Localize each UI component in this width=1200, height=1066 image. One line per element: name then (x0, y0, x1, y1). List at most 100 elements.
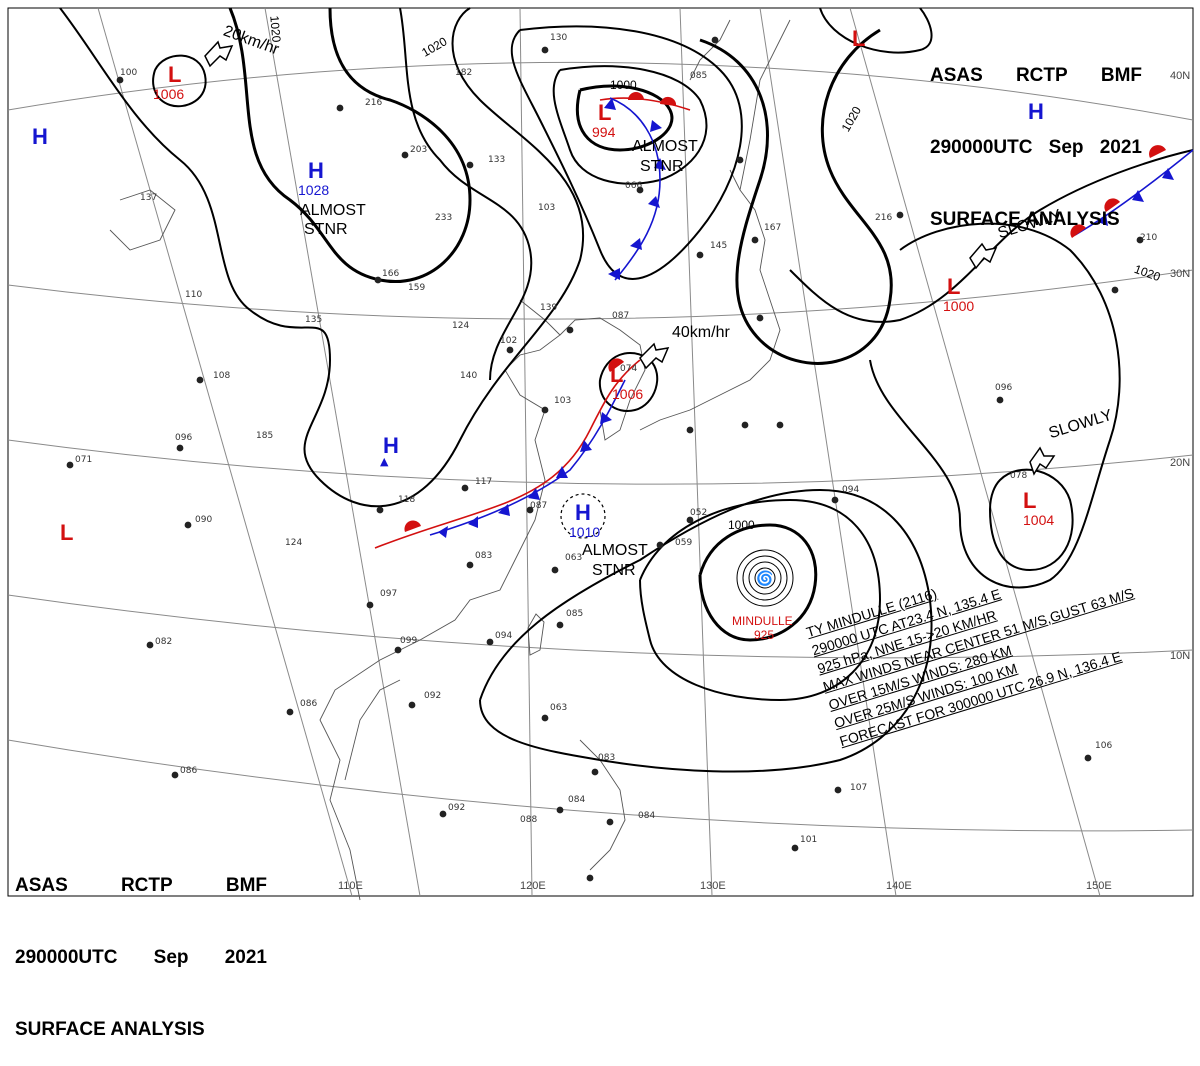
svg-text:110: 110 (185, 290, 202, 300)
isobar (510, 25, 743, 280)
header-station: RCTP (1015, 65, 1068, 86)
low-pressure-symbol: L (168, 62, 182, 87)
coastline-japan (639, 169, 781, 431)
cold-front-japan-line (609, 97, 661, 281)
latitude-line (7, 594, 1194, 659)
svg-text:203: 203 (410, 145, 427, 155)
low-pressure-symbol: L (947, 274, 961, 299)
svg-text:117: 117 (475, 477, 492, 487)
isobar (988, 468, 1074, 572)
isobar-label: 1000 (610, 78, 637, 92)
header-agency: ASAS (930, 65, 983, 86)
dashed-high-ring (560, 493, 606, 539)
weather-chart: 🌀 (0, 0, 1200, 919)
isobar (152, 54, 207, 108)
front-northeast-bumps (1070, 145, 1166, 238)
header-agency: ASAS (15, 875, 68, 896)
longitude-label: 150E (1086, 880, 1112, 892)
svg-text:145: 145 (710, 241, 727, 251)
longitude-line (759, 7, 897, 897)
svg-text:052: 052 (690, 508, 707, 518)
latitude-label: 20N (1170, 457, 1191, 469)
latitude-label: 10N (1170, 650, 1191, 662)
isobar (399, 7, 533, 381)
warm-front-bumps (404, 358, 624, 532)
motion-speed-label: 40km/hr (672, 324, 730, 341)
coastlines (109, 19, 791, 901)
stationary-note: STNR (304, 221, 348, 238)
typhoon-ring (742, 555, 788, 601)
coastline-taiwan (527, 613, 545, 656)
svg-text:167: 167 (764, 223, 781, 233)
isobar (479, 488, 933, 773)
motion-arrow (639, 342, 670, 370)
isobar (575, 84, 674, 152)
coastline-china (319, 299, 561, 901)
svg-text:084: 084 (568, 795, 585, 805)
svg-text:074: 074 (620, 364, 637, 374)
header-row-2: 290000UTC Sep 2021 (930, 136, 1142, 160)
svg-text:097: 097 (380, 589, 397, 599)
svg-text:083: 083 (475, 551, 492, 561)
high-pressure-symbol: H (32, 124, 48, 149)
typhoon-ring (748, 561, 782, 595)
svg-text:099: 099 (400, 636, 417, 646)
high-ring (560, 493, 606, 539)
svg-text:078: 078 (1010, 471, 1027, 481)
svg-text:102: 102 (500, 336, 517, 346)
stationary-note: ALMOST (300, 202, 366, 219)
coastline-siberia (739, 19, 791, 191)
header-row-1: ASAS RCTP BMF (15, 874, 267, 898)
svg-text:124: 124 (452, 321, 469, 331)
svg-text:216: 216 (875, 213, 892, 223)
chart-background (0, 0, 1200, 919)
svg-text:▲: ▲ (380, 455, 389, 468)
svg-text:063: 063 (550, 703, 567, 713)
longitude-label: 130E (700, 880, 726, 892)
isobar (639, 498, 882, 702)
svg-text:096: 096 (175, 433, 192, 443)
graticule (7, 7, 1194, 897)
header-product: SURFACE ANALYSIS (930, 209, 1120, 230)
svg-text:082: 082 (155, 637, 172, 647)
stationary-note: STNR (592, 562, 636, 579)
low-pressure-value: 1000 (943, 298, 975, 314)
low-pressure-value: 1006 (612, 386, 644, 402)
svg-text:084: 084 (638, 811, 655, 821)
header-year: 2021 (1099, 137, 1142, 158)
svg-text:139: 139 (540, 303, 557, 313)
header-office: BMF (1100, 65, 1142, 86)
svg-text:124: 124 (285, 538, 302, 548)
low-pressure-value: 1004 (1023, 512, 1055, 528)
svg-text:100: 100 (120, 68, 137, 78)
header-time: 290000UTC (15, 947, 118, 968)
motion-arrow (1029, 446, 1056, 476)
svg-text:071: 071 (75, 455, 92, 465)
svg-text:140: 140 (460, 371, 477, 381)
svg-text:063: 063 (565, 553, 582, 563)
motion-arrow (969, 242, 998, 270)
occluded-bumps (628, 92, 677, 106)
svg-text:096: 096 (995, 383, 1012, 393)
svg-text:135: 135 (305, 315, 322, 325)
motion-arrow (204, 40, 234, 68)
typhoon-icon: 🌀 (756, 569, 773, 587)
isobar-label: 1000 (728, 518, 755, 532)
high-pressure-symbol: H (575, 500, 591, 525)
stationary-note: ALMOST (632, 138, 698, 155)
low-pressure-symbol: L (598, 100, 612, 125)
svg-text:059: 059 (675, 538, 692, 548)
isobar (228, 7, 472, 283)
svg-text:094: 094 (842, 485, 859, 495)
fronts (374, 92, 1194, 549)
svg-text:108: 108 (213, 371, 230, 381)
isobar (869, 222, 1121, 589)
svg-text:137: 137 (140, 193, 157, 203)
coastline-philippines (579, 739, 626, 871)
longitude-line (264, 7, 421, 897)
isobars (59, 7, 1194, 773)
header-month: Sep (153, 947, 189, 968)
isobar (552, 65, 708, 185)
longitude-label: 120E (520, 880, 546, 892)
